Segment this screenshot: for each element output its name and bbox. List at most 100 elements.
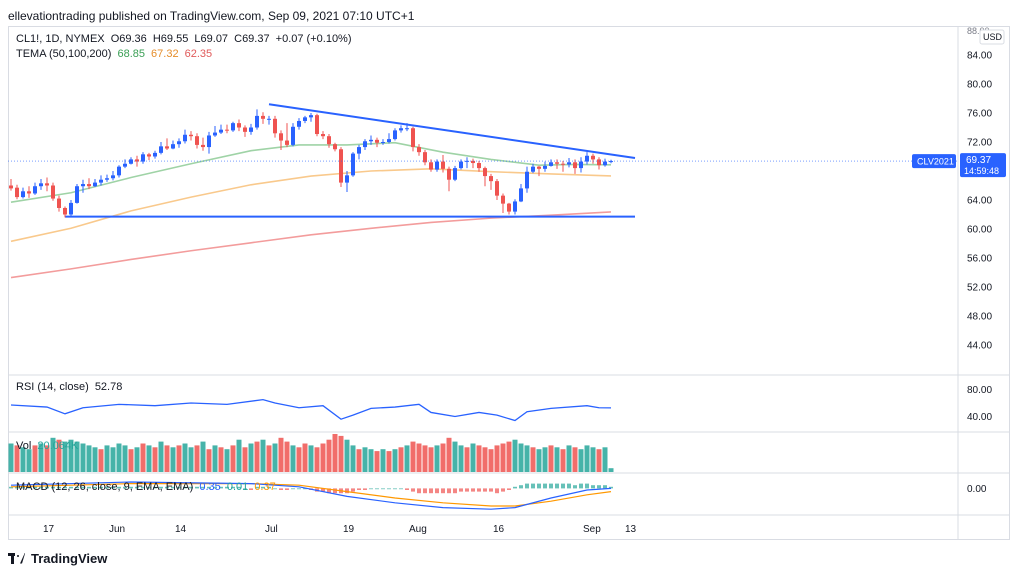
volume-bar bbox=[194, 445, 200, 472]
volume-bar bbox=[554, 447, 560, 472]
candle bbox=[147, 152, 151, 161]
volume-bar bbox=[56, 439, 62, 472]
macd-histogram-bar bbox=[507, 488, 511, 490]
candle-body bbox=[93, 182, 97, 187]
macd-histogram-bar bbox=[219, 486, 223, 489]
macd-histogram-bar bbox=[87, 486, 91, 489]
macd-histogram-bar bbox=[255, 486, 259, 489]
volume-bar bbox=[302, 443, 308, 472]
candle-body bbox=[57, 198, 61, 208]
volume-bar bbox=[296, 447, 302, 472]
tradingview-footer[interactable]: TradingView bbox=[8, 551, 107, 566]
candle bbox=[561, 160, 565, 172]
volume-bar bbox=[398, 447, 404, 472]
candle bbox=[99, 175, 103, 186]
candle-body bbox=[567, 162, 571, 165]
volume-bar bbox=[380, 449, 386, 472]
macd-histogram-bar bbox=[147, 486, 151, 489]
high-value: H69.55 bbox=[152, 33, 189, 45]
macd-histogram-bar bbox=[543, 483, 547, 489]
candle-body bbox=[471, 160, 475, 164]
rsi-legend: RSI (14, close) 52.78 bbox=[16, 381, 125, 393]
volume-bar bbox=[482, 447, 488, 472]
rsi-label[interactable]: RSI (14, close) bbox=[16, 381, 89, 393]
candle-body bbox=[561, 163, 565, 165]
candle-body bbox=[549, 162, 553, 166]
macd-histogram-bar bbox=[465, 488, 469, 492]
volume-bar bbox=[260, 439, 266, 472]
macd-histogram-bar bbox=[117, 486, 121, 489]
volume-bar bbox=[284, 441, 290, 472]
candle bbox=[279, 130, 283, 150]
macd-histogram-bar bbox=[447, 488, 451, 494]
volume-bar bbox=[272, 443, 278, 472]
volume-bar bbox=[596, 449, 602, 472]
volume-bar bbox=[350, 445, 356, 472]
time-tick-label: Jul bbox=[265, 524, 278, 535]
candle bbox=[549, 159, 553, 167]
macd-histogram-bar bbox=[489, 488, 493, 492]
macd-label[interactable]: MACD (12, 26, close, 9, EMA, EMA) bbox=[16, 481, 194, 493]
candle-body bbox=[147, 154, 151, 157]
volume-bar bbox=[386, 451, 392, 472]
publisher-line: ellevationtrading published on TradingVi… bbox=[8, 9, 415, 23]
candle-body bbox=[609, 161, 613, 163]
contract-badge bbox=[912, 154, 956, 169]
candle bbox=[153, 150, 157, 159]
candle bbox=[105, 174, 109, 182]
candle-body bbox=[243, 127, 247, 132]
candle-body bbox=[189, 134, 193, 137]
chart-canvas[interactable]: 44.0048.0052.0056.0060.0064.0068.0072.00… bbox=[8, 26, 1010, 540]
candle-body bbox=[267, 118, 271, 120]
volume-bar bbox=[242, 447, 248, 472]
candle bbox=[309, 113, 313, 122]
volume-bar bbox=[356, 449, 362, 472]
candle-body bbox=[333, 144, 337, 150]
macd-histogram-bar bbox=[225, 486, 229, 489]
vol-label[interactable]: Vol bbox=[16, 440, 32, 452]
macd-histogram-bar bbox=[483, 488, 487, 492]
tema-label[interactable]: TEMA (50,100,200) bbox=[16, 48, 112, 60]
candle bbox=[399, 125, 403, 133]
candle bbox=[393, 128, 397, 141]
candle-body bbox=[573, 162, 577, 169]
volume-bar bbox=[470, 443, 476, 472]
volume-bar bbox=[434, 445, 440, 472]
candle-body bbox=[453, 168, 457, 180]
volume-bar bbox=[44, 445, 50, 472]
candle-body bbox=[345, 175, 349, 183]
candle-body bbox=[81, 184, 85, 187]
candle bbox=[33, 182, 37, 195]
volume-bar bbox=[590, 447, 596, 472]
countdown-label: 14:59:48 bbox=[964, 166, 999, 176]
macd-histogram-bar bbox=[153, 486, 157, 489]
candle bbox=[183, 129, 187, 144]
candle bbox=[45, 177, 49, 192]
volume-bar bbox=[560, 449, 566, 472]
symbol-label[interactable]: CL1!, 1D, NYMEX bbox=[16, 33, 105, 45]
candle bbox=[63, 206, 67, 218]
macd-histogram-bar bbox=[171, 486, 175, 489]
candle-body bbox=[117, 166, 121, 176]
volume-bar bbox=[506, 441, 512, 472]
candle-body bbox=[207, 135, 211, 148]
candle bbox=[429, 159, 433, 172]
volume-bar bbox=[446, 437, 452, 472]
candle bbox=[471, 158, 475, 169]
macd-histogram-bar bbox=[267, 486, 271, 489]
volume-bar bbox=[374, 451, 380, 472]
candle bbox=[255, 109, 259, 130]
macd-histogram-bar bbox=[501, 488, 505, 492]
volume-bar bbox=[188, 447, 194, 472]
macd-value-1: 0.35 bbox=[199, 481, 221, 493]
candle bbox=[57, 195, 61, 212]
volume-bar bbox=[92, 447, 98, 472]
macd-histogram-bar bbox=[93, 486, 97, 489]
volume-bar bbox=[362, 447, 368, 472]
candle-body bbox=[171, 144, 175, 149]
volume-bar bbox=[530, 447, 536, 472]
time-tick-label: Aug bbox=[409, 524, 427, 535]
candle-body bbox=[315, 115, 319, 135]
candle bbox=[81, 179, 85, 193]
candle bbox=[225, 124, 229, 134]
